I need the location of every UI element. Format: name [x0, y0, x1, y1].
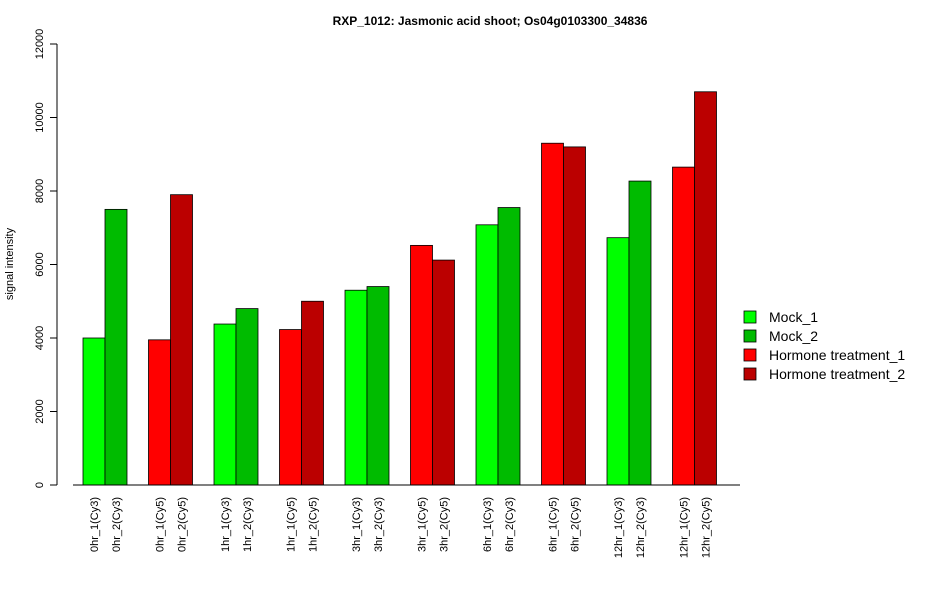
- y-tick-label: 10000: [34, 102, 46, 133]
- x-tick-label: 0hr_2(Cy5): [177, 497, 189, 552]
- x-tick-label: 1hr_1(Cy3): [220, 497, 232, 552]
- legend-swatch: [743, 310, 757, 324]
- bar: [606, 237, 630, 486]
- bar: [366, 286, 390, 486]
- y-tick-label: 8000: [34, 179, 46, 203]
- bar: [213, 323, 237, 486]
- bar: [672, 166, 695, 486]
- x-tick-labels: 0hr_1(Cy3) 0hr_2(Cy3) 0hr_1(Cy5) 0hr_2(Cy5)…: [89, 497, 713, 558]
- legend-label: Hormone treatment_1: [769, 347, 905, 363]
- x-tick-label: 6hr_2(Cy5): [570, 497, 582, 552]
- x-tick-label: 1hr_2(Cy5): [308, 497, 320, 552]
- x-tick-label: 0hr_2(Cy3): [111, 497, 123, 552]
- x-tick-label: 12hr_2(Cy3): [635, 497, 647, 558]
- bar: [541, 142, 564, 486]
- y-axis: 0 2000 4000 6000 8000 10000 12000: [34, 29, 58, 488]
- x-tick-label: 12hr_1(Cy5): [679, 497, 691, 558]
- x-tick-label: 3hr_2(Cy5): [439, 497, 451, 552]
- legend-swatch: [743, 367, 757, 381]
- y-tick-label: 4000: [34, 326, 46, 350]
- bar: [104, 208, 128, 486]
- x-tick-label: 6hr_1(Cy3): [482, 497, 494, 552]
- bar: [628, 180, 652, 486]
- bar: [694, 91, 717, 486]
- chart-title: RXP_1012: Jasmonic acid shoot; Os04g0103…: [333, 14, 648, 28]
- bar: [279, 329, 302, 486]
- x-tick-label: 0hr_1(Cy3): [89, 497, 101, 552]
- bar: [497, 207, 521, 486]
- x-tick-label: 1hr_1(Cy5): [286, 497, 298, 552]
- y-tick-label: 6000: [34, 252, 46, 276]
- legend-swatch: [743, 329, 757, 343]
- legend-swatch: [743, 348, 757, 362]
- bar: [301, 300, 324, 486]
- bar: [82, 337, 106, 486]
- y-tick-label: 2000: [34, 399, 46, 423]
- x-tick-label: 12hr_2(Cy5): [701, 497, 713, 558]
- bar: [170, 194, 193, 486]
- x-tick-label: 6hr_1(Cy5): [548, 497, 560, 552]
- bar: [344, 289, 368, 486]
- x-tick-label: 3hr_1(Cy3): [351, 497, 363, 552]
- bar: [235, 308, 259, 486]
- x-tick-label: 1hr_2(Cy3): [242, 497, 254, 552]
- x-tick-label: 12hr_1(Cy3): [613, 497, 625, 558]
- bar: [148, 339, 171, 486]
- legend-label: Mock_1: [769, 309, 818, 325]
- legend: Mock_1 Mock_2 Hormone treatment_1 Hormone t…: [743, 309, 905, 382]
- bar: [475, 224, 499, 486]
- bar: [563, 146, 586, 486]
- x-tick-label: 3hr_1(Cy5): [417, 497, 429, 552]
- x-tick-label: 0hr_1(Cy5): [155, 497, 167, 552]
- y-axis-label: signal intensity: [4, 227, 16, 300]
- legend-label: Mock_2: [769, 328, 818, 344]
- y-tick-label: 0: [34, 482, 46, 488]
- bars: [82, 91, 717, 486]
- bar: [432, 259, 455, 486]
- y-tick-label: 12000: [34, 29, 46, 60]
- x-tick-label: 3hr_2(Cy3): [373, 497, 385, 552]
- bar: [410, 244, 433, 486]
- x-tick-label: 6hr_2(Cy3): [504, 497, 516, 552]
- legend-label: Hormone treatment_2: [769, 366, 905, 382]
